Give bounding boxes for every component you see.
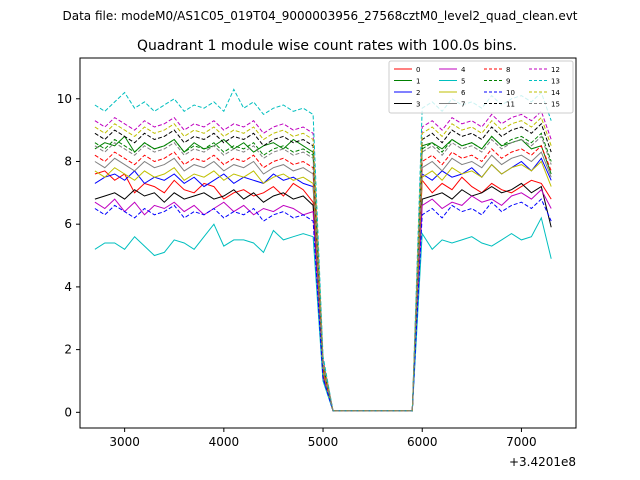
legend-label-15: 15: [551, 101, 560, 109]
y-tick-label: 10: [57, 92, 72, 106]
legend-label-1: 1: [416, 78, 420, 86]
legend-label-10: 10: [506, 89, 515, 97]
legend-label-14: 14: [551, 89, 560, 97]
y-tick-label: 8: [64, 154, 72, 168]
x-tick-label: 6000: [407, 435, 438, 449]
series-line-6: [94, 160, 552, 412]
x-tick-label: 3000: [109, 435, 140, 449]
series-line-12: [94, 110, 552, 412]
legend-label-9: 9: [506, 78, 510, 86]
legend-label-13: 13: [551, 78, 560, 86]
legend-label-11: 11: [506, 101, 515, 109]
legend-label-8: 8: [506, 66, 510, 74]
plot-frame: [79, 57, 577, 429]
legend-label-5: 5: [461, 78, 465, 86]
x-tick-label: 4000: [209, 435, 240, 449]
legend-label-2: 2: [416, 89, 420, 97]
y-tick-label: 0: [64, 405, 72, 419]
series-line-7: [94, 151, 552, 412]
plot-lines: [94, 88, 552, 412]
x-tick-label: 5000: [308, 435, 339, 449]
x-axis: 3000 4000 5000 6000 7000: [109, 428, 537, 449]
y-tick-label: 2: [64, 343, 72, 357]
series-line-10: [94, 198, 552, 412]
legend-label-3: 3: [416, 101, 420, 109]
legend-box: [388, 60, 574, 114]
data-file-label: Data file: modeM0/AS1C05_019T04_90000039…: [62, 9, 577, 23]
x-axis-offset-label: +3.4201e8: [509, 455, 576, 469]
series-line-8: [94, 144, 552, 412]
legend-label-7: 7: [461, 101, 465, 109]
legend-label-4: 4: [461, 66, 466, 74]
x-tick-label: 7000: [506, 435, 537, 449]
legend-label-6: 6: [461, 89, 466, 97]
y-tick-label: 6: [64, 217, 72, 231]
y-tick-label: 4: [64, 280, 72, 294]
series-line-5: [94, 216, 552, 412]
y-axis: 0 2 4 6 8 10: [57, 92, 80, 419]
series-line-15: [94, 135, 552, 412]
chart-title: Quadrant 1 module wise count rates with …: [137, 38, 517, 54]
legend-label-0: 0: [416, 66, 420, 74]
legend-label-12: 12: [551, 66, 560, 74]
series-line-9: [94, 132, 552, 412]
